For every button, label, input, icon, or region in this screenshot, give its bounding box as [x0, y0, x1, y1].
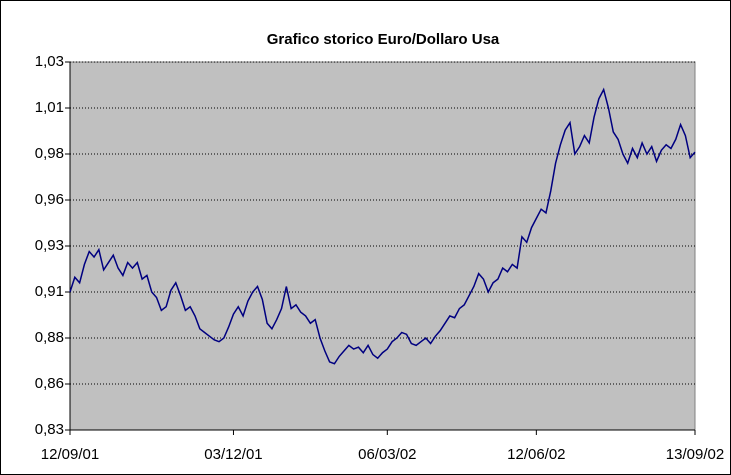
y-tick-label: 0,91 — [35, 283, 64, 300]
chart-title: Grafico storico Euro/Dollaro Usa — [267, 31, 500, 48]
x-tick-label: 12/09/01 — [41, 446, 99, 463]
y-tick-label: 0,83 — [35, 421, 64, 438]
x-tick-label: 13/09/02 — [666, 446, 724, 463]
x-tick-label: 03/12/01 — [204, 446, 262, 463]
y-tick-label: 0,96 — [35, 191, 64, 208]
y-tick-label: 1,03 — [35, 53, 64, 70]
y-tick-label: 0,86 — [35, 375, 64, 392]
y-tick-label: 0,88 — [35, 329, 64, 346]
x-tick-label: 12/06/02 — [507, 446, 565, 463]
x-tick-label: 06/03/02 — [358, 446, 416, 463]
y-tick-label: 0,98 — [35, 145, 64, 162]
price-line — [69, 87, 696, 365]
y-tick-label: 0,93 — [35, 237, 64, 254]
y-tick-label: 1,01 — [35, 99, 64, 116]
